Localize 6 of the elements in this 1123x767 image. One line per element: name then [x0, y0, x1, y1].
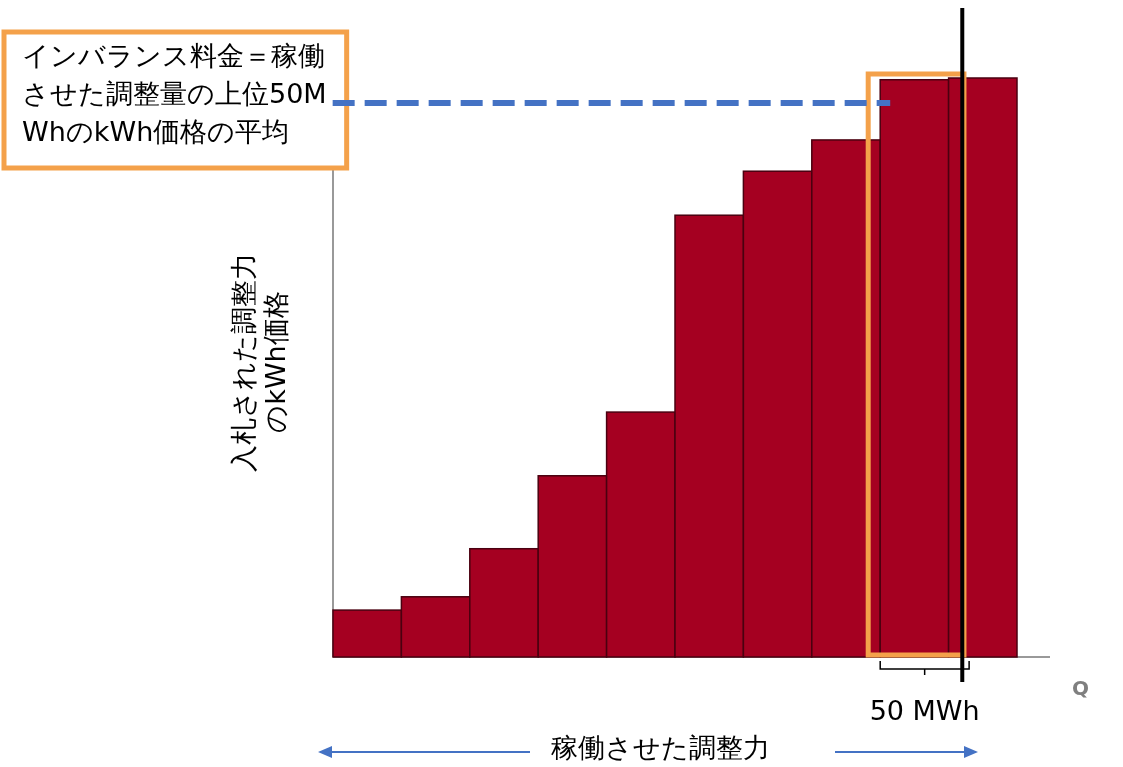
- callout: インバランス料金＝稼働させた調整量の上位50MWhのkWh価格の平均: [1, 29, 350, 171]
- ref-line-label: インバランス料金＝稼働させた調整量の上位50MWhのkWh価格の平均: [22, 39, 327, 147]
- text: Q: [1072, 676, 1090, 700]
- text: 50 MWh: [869, 695, 980, 726]
- y-axis-title: 入札された調整力のkWh価格: [228, 252, 291, 472]
- x-axis-title: 稼働させた調整力: [550, 732, 770, 763]
